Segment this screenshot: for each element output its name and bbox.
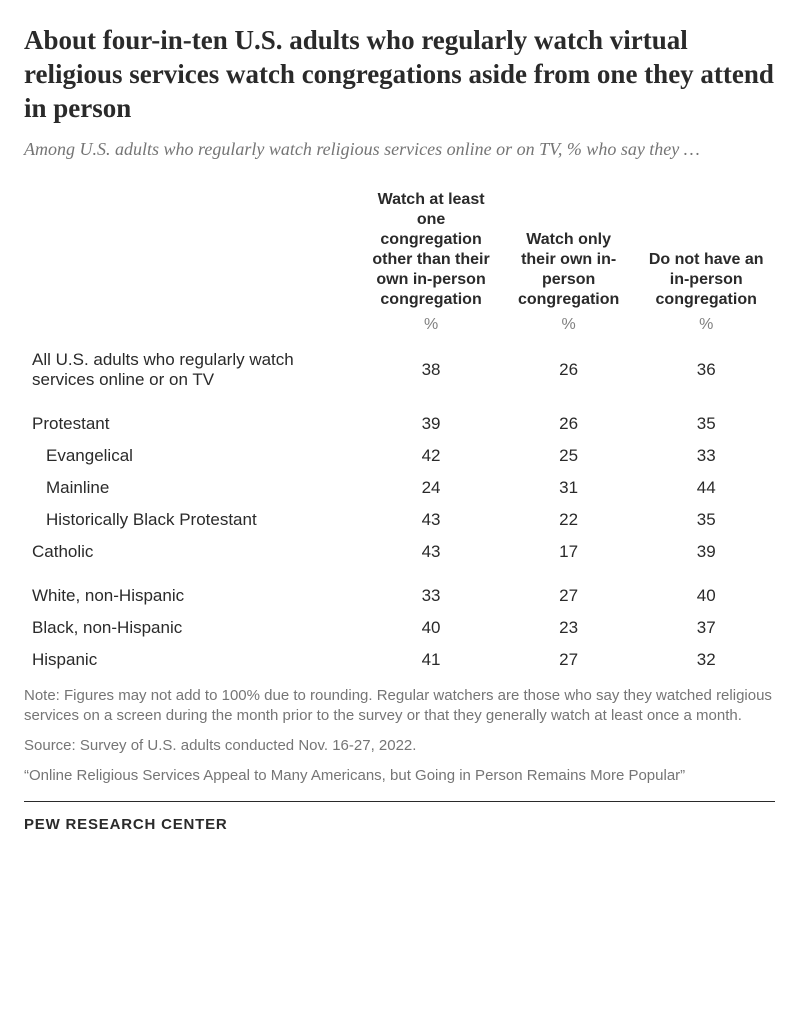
table-subtitle: Among U.S. adults who regularly watch re…: [24, 137, 775, 161]
table-row: Black, non-Hispanic 40 23 37: [24, 612, 775, 644]
cell: 42: [362, 440, 500, 472]
table-row: All U.S. adults who regularly watch serv…: [24, 344, 775, 396]
table-row: Historically Black Protestant 43 22 35: [24, 504, 775, 536]
cell: 36: [637, 344, 775, 396]
row-label: Evangelical: [24, 440, 362, 472]
cell: 35: [637, 396, 775, 440]
cell: 43: [362, 536, 500, 568]
table-row: Catholic 43 17 39: [24, 536, 775, 568]
cell: 31: [500, 472, 638, 504]
row-label: Hispanic: [24, 644, 362, 676]
table-title: About four-in-ten U.S. adults who regula…: [24, 24, 775, 125]
cell: 33: [637, 440, 775, 472]
cell: 17: [500, 536, 638, 568]
col-header-2: Watch only their own in-person congregat…: [500, 186, 638, 314]
table-row: Hispanic 41 27 32: [24, 644, 775, 676]
col-header-3: Do not have an in-person congregation: [637, 186, 775, 314]
row-label: White, non-Hispanic: [24, 568, 362, 612]
cell: 41: [362, 644, 500, 676]
cell: 32: [637, 644, 775, 676]
row-label: Catholic: [24, 536, 362, 568]
pct-symbol: %: [500, 314, 638, 344]
cell: 25: [500, 440, 638, 472]
cell: 40: [362, 612, 500, 644]
cell: 40: [637, 568, 775, 612]
cell: 22: [500, 504, 638, 536]
brand-attribution: PEW RESEARCH CENTER: [24, 816, 775, 833]
row-label: Mainline: [24, 472, 362, 504]
table-row: Mainline 24 31 44: [24, 472, 775, 504]
cell: 26: [500, 344, 638, 396]
percent-row: % % %: [24, 314, 775, 344]
cell: 43: [362, 504, 500, 536]
pct-symbol: %: [362, 314, 500, 344]
cell: 27: [500, 644, 638, 676]
footnote-source: Source: Survey of U.S. adults conducted …: [24, 736, 775, 756]
cell: 35: [637, 504, 775, 536]
cell: 44: [637, 472, 775, 504]
pct-symbol: %: [637, 314, 775, 344]
data-table: Watch at least one congregation other th…: [24, 186, 775, 676]
footnote-1: Note: Figures may not add to 100% due to…: [24, 686, 775, 727]
cell: 26: [500, 396, 638, 440]
row-label: Protestant: [24, 396, 362, 440]
cell: 27: [500, 568, 638, 612]
cell: 24: [362, 472, 500, 504]
table-row: White, non-Hispanic 33 27 40: [24, 568, 775, 612]
table-row: Evangelical 42 25 33: [24, 440, 775, 472]
cell: 39: [637, 536, 775, 568]
cell: 39: [362, 396, 500, 440]
cell: 37: [637, 612, 775, 644]
col-header-1: Watch at least one congregation other th…: [362, 186, 500, 314]
cell: 38: [362, 344, 500, 396]
cell: 23: [500, 612, 638, 644]
header-row: Watch at least one congregation other th…: [24, 186, 775, 314]
row-label: Historically Black Protestant: [24, 504, 362, 536]
footnote-report: “Online Religious Services Appeal to Man…: [24, 766, 775, 786]
table-row: Protestant 39 26 35: [24, 396, 775, 440]
cell: 33: [362, 568, 500, 612]
row-label: All U.S. adults who regularly watch serv…: [24, 344, 362, 396]
row-label: Black, non-Hispanic: [24, 612, 362, 644]
